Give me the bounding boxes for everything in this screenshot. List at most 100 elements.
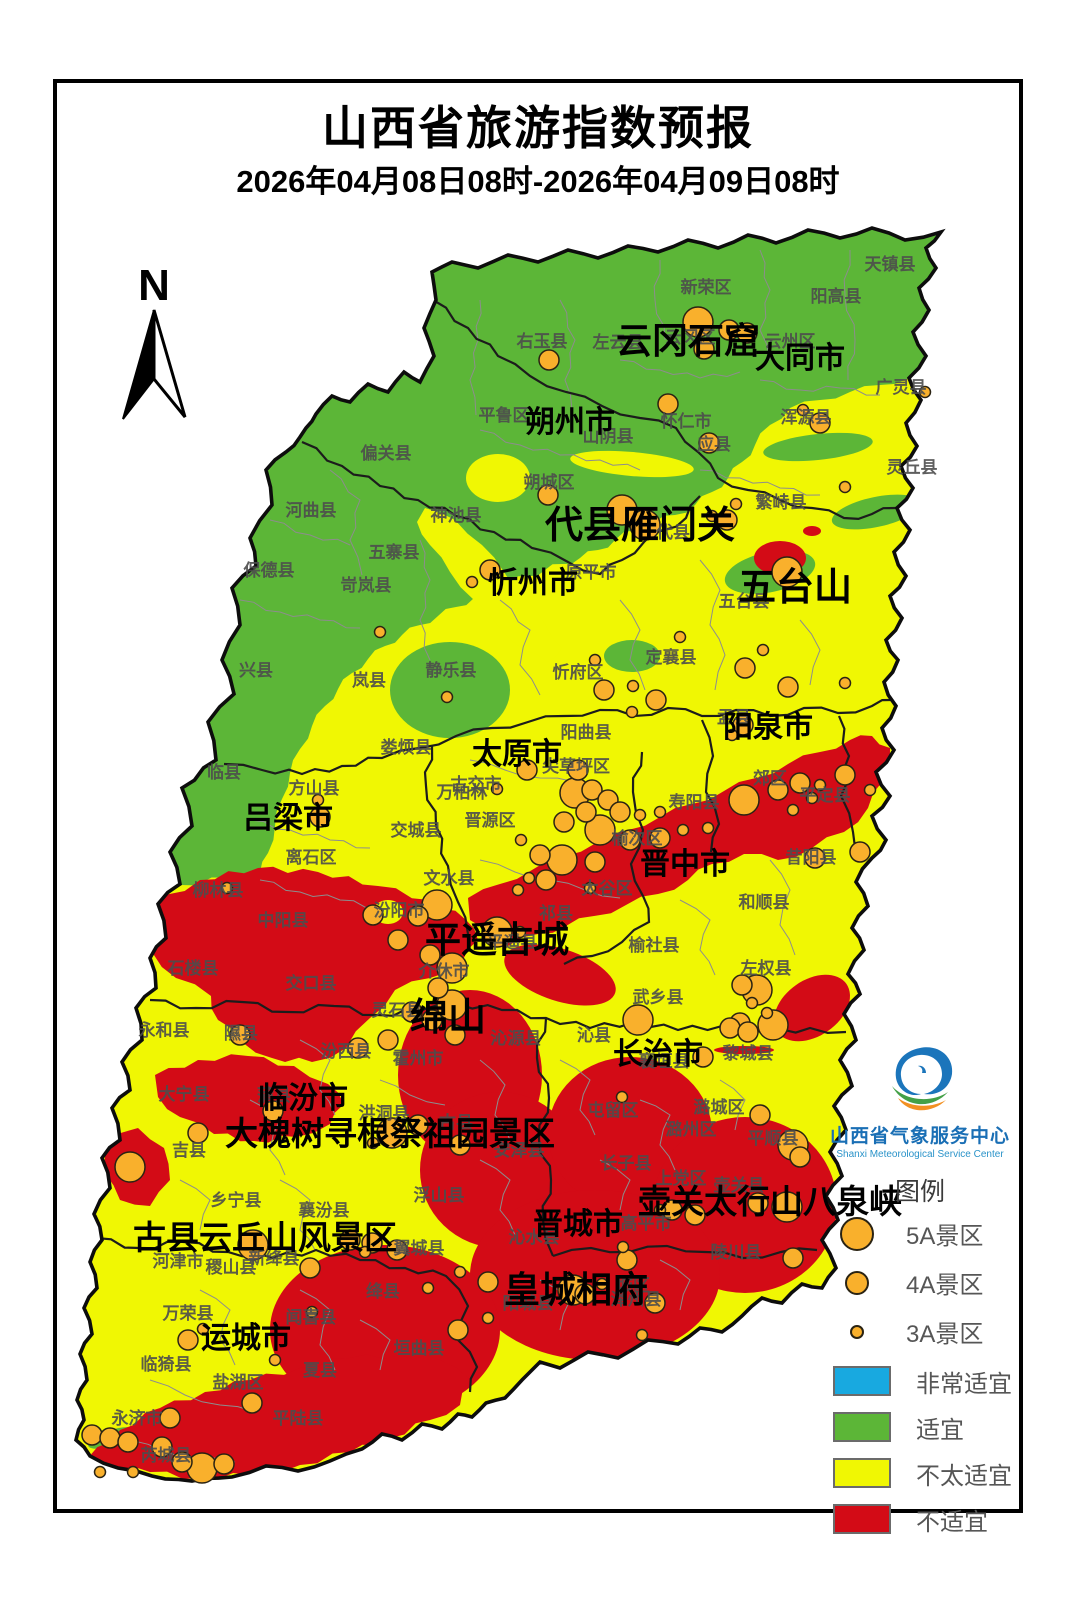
county-label: 城区 — [616, 1276, 650, 1295]
county-label: 代县 — [655, 522, 690, 542]
scenic-spot-4A — [684, 1204, 706, 1226]
county-label: 晋源区 — [465, 810, 516, 830]
county-boundary-line — [249, 819, 371, 849]
4a-spot-icon — [845, 1270, 869, 1295]
scenic-spot-4A — [377, 1029, 399, 1051]
scenic-spot-4A — [401, 1001, 423, 1023]
county-label: 汾西县 — [321, 1042, 372, 1061]
province-outline — [73, 226, 946, 1483]
scenic-spot-4A — [309, 806, 331, 828]
county-label: 榆社县 — [629, 935, 680, 955]
scenic-spot-3A — [220, 881, 234, 895]
scenic-spot-4A — [834, 764, 856, 786]
city-label: 长治市 — [613, 1037, 703, 1071]
logo-arc-orange — [898, 1098, 946, 1111]
scenic-spot-4A — [719, 1017, 741, 1039]
county-label: 朔城区 — [524, 472, 575, 492]
scenic-spot-4A — [657, 393, 679, 415]
county-label: 新荣区 — [681, 277, 732, 297]
county-label: 右玉县 — [517, 331, 568, 351]
county-boundary-line — [679, 899, 716, 976]
city-label: 吕梁市 — [243, 801, 333, 835]
county-label: 稷山县 — [206, 1258, 257, 1277]
scenic-spot-4A — [387, 929, 409, 951]
county-boundary-line — [179, 1179, 211, 1231]
county-label: 陵川县 — [711, 1242, 762, 1262]
county-label: 柳林县 — [193, 880, 244, 900]
county-boundary-line — [639, 1099, 676, 1171]
county-label: 保德县 — [243, 560, 295, 580]
county-label: 平顺县 — [748, 1129, 799, 1148]
scenic-area-label: 云冈石窟 — [616, 320, 760, 361]
scenic-spot-4A — [241, 1392, 263, 1414]
unsuitable-label: 不适宜 — [916, 1508, 988, 1536]
north-arrow-right-half — [152, 309, 187, 418]
county-label: 河津市 — [153, 1251, 204, 1271]
scenic-spot-3A — [595, 1277, 609, 1291]
county-label: 文水县 — [424, 868, 475, 888]
county-label: 吉县 — [172, 1141, 206, 1160]
scenic-spot-5A — [682, 306, 714, 338]
scenic-spot-3A — [514, 833, 528, 847]
city-label: 晋城市 — [533, 1207, 623, 1241]
county-label: 蒲县 — [257, 1086, 291, 1105]
suitable-label: 适宜 — [916, 1416, 964, 1444]
county-boundary-line — [499, 599, 541, 696]
county-label: 屯留区 — [588, 1100, 639, 1120]
county-label: 绛县 — [366, 1281, 400, 1301]
county-label: 左云县 — [593, 332, 644, 352]
county-boundary-line — [379, 1079, 446, 1106]
city-boundary-line — [552, 1244, 818, 1260]
scenic-spot-3A — [481, 1311, 495, 1325]
scenic-spot-4A — [407, 1114, 429, 1136]
county-label: 上党区 — [656, 1168, 707, 1188]
county-boundary-line — [259, 879, 381, 909]
scenic-spot-3A — [805, 791, 819, 805]
scenic-spot-markers — [81, 306, 932, 1484]
scenic-spot-4A — [809, 412, 831, 434]
county-label: 天镇县 — [865, 254, 916, 274]
scenic-spot-4A — [529, 844, 551, 866]
legend-4a-label: 4A景区 — [906, 1272, 984, 1299]
scenic-spot-4A — [362, 904, 384, 926]
county-boundary-line — [599, 1159, 631, 1211]
scenic-spot-3A — [126, 1465, 140, 1479]
county-boundary-line — [359, 1319, 391, 1371]
scenic-spot-3A — [465, 575, 479, 589]
county-label: 繁峙县 — [755, 492, 807, 512]
logo-wave-curl — [918, 1065, 926, 1073]
scenic-spot-3A — [583, 881, 597, 895]
county-boundary-line — [279, 1179, 316, 1251]
scenic-spot-4A — [749, 1104, 771, 1126]
county-label: 永济市 — [111, 1408, 163, 1428]
county-label: 祁县 — [539, 903, 573, 923]
county-label: 太谷区 — [582, 878, 633, 898]
county-label: 交城县 — [391, 820, 442, 840]
page-title: 山西省旅游指数预报 — [322, 102, 754, 154]
scenic-spot-3A — [311, 793, 325, 807]
county-label: 潞城区 — [694, 1097, 745, 1117]
legend-item-3a: 3A景区 — [822, 1308, 1018, 1355]
city-label: 太原市 — [472, 737, 562, 771]
scenic-spot-4A — [616, 1249, 638, 1271]
county-label: 隰县 — [224, 1024, 258, 1043]
county-boundary-line — [559, 299, 576, 411]
scenic-spot-3A — [625, 705, 639, 719]
county-label: 临猗县 — [141, 1354, 192, 1374]
county-boundary-line — [479, 1059, 511, 1141]
scenic-spot-5A — [728, 784, 760, 816]
scenic-spot-3A — [745, 996, 759, 1010]
scenic-spot-4A — [693, 338, 715, 360]
scenic-spot-3A — [729, 497, 743, 511]
scenic-spot-4A — [444, 1024, 466, 1046]
scenic-spot-4A — [698, 432, 720, 454]
county-boundary-line — [699, 469, 821, 496]
city-boundary-line — [95, 1236, 479, 1393]
county-boundary-line — [659, 1259, 691, 1311]
county-label: 长子县 — [601, 1153, 652, 1173]
scenic-spot-4A — [421, 1009, 443, 1031]
scenic-spot-4A — [177, 1329, 199, 1351]
county-label: 洪洞县 — [359, 1103, 410, 1123]
scenic-spot-3A — [616, 1240, 630, 1254]
